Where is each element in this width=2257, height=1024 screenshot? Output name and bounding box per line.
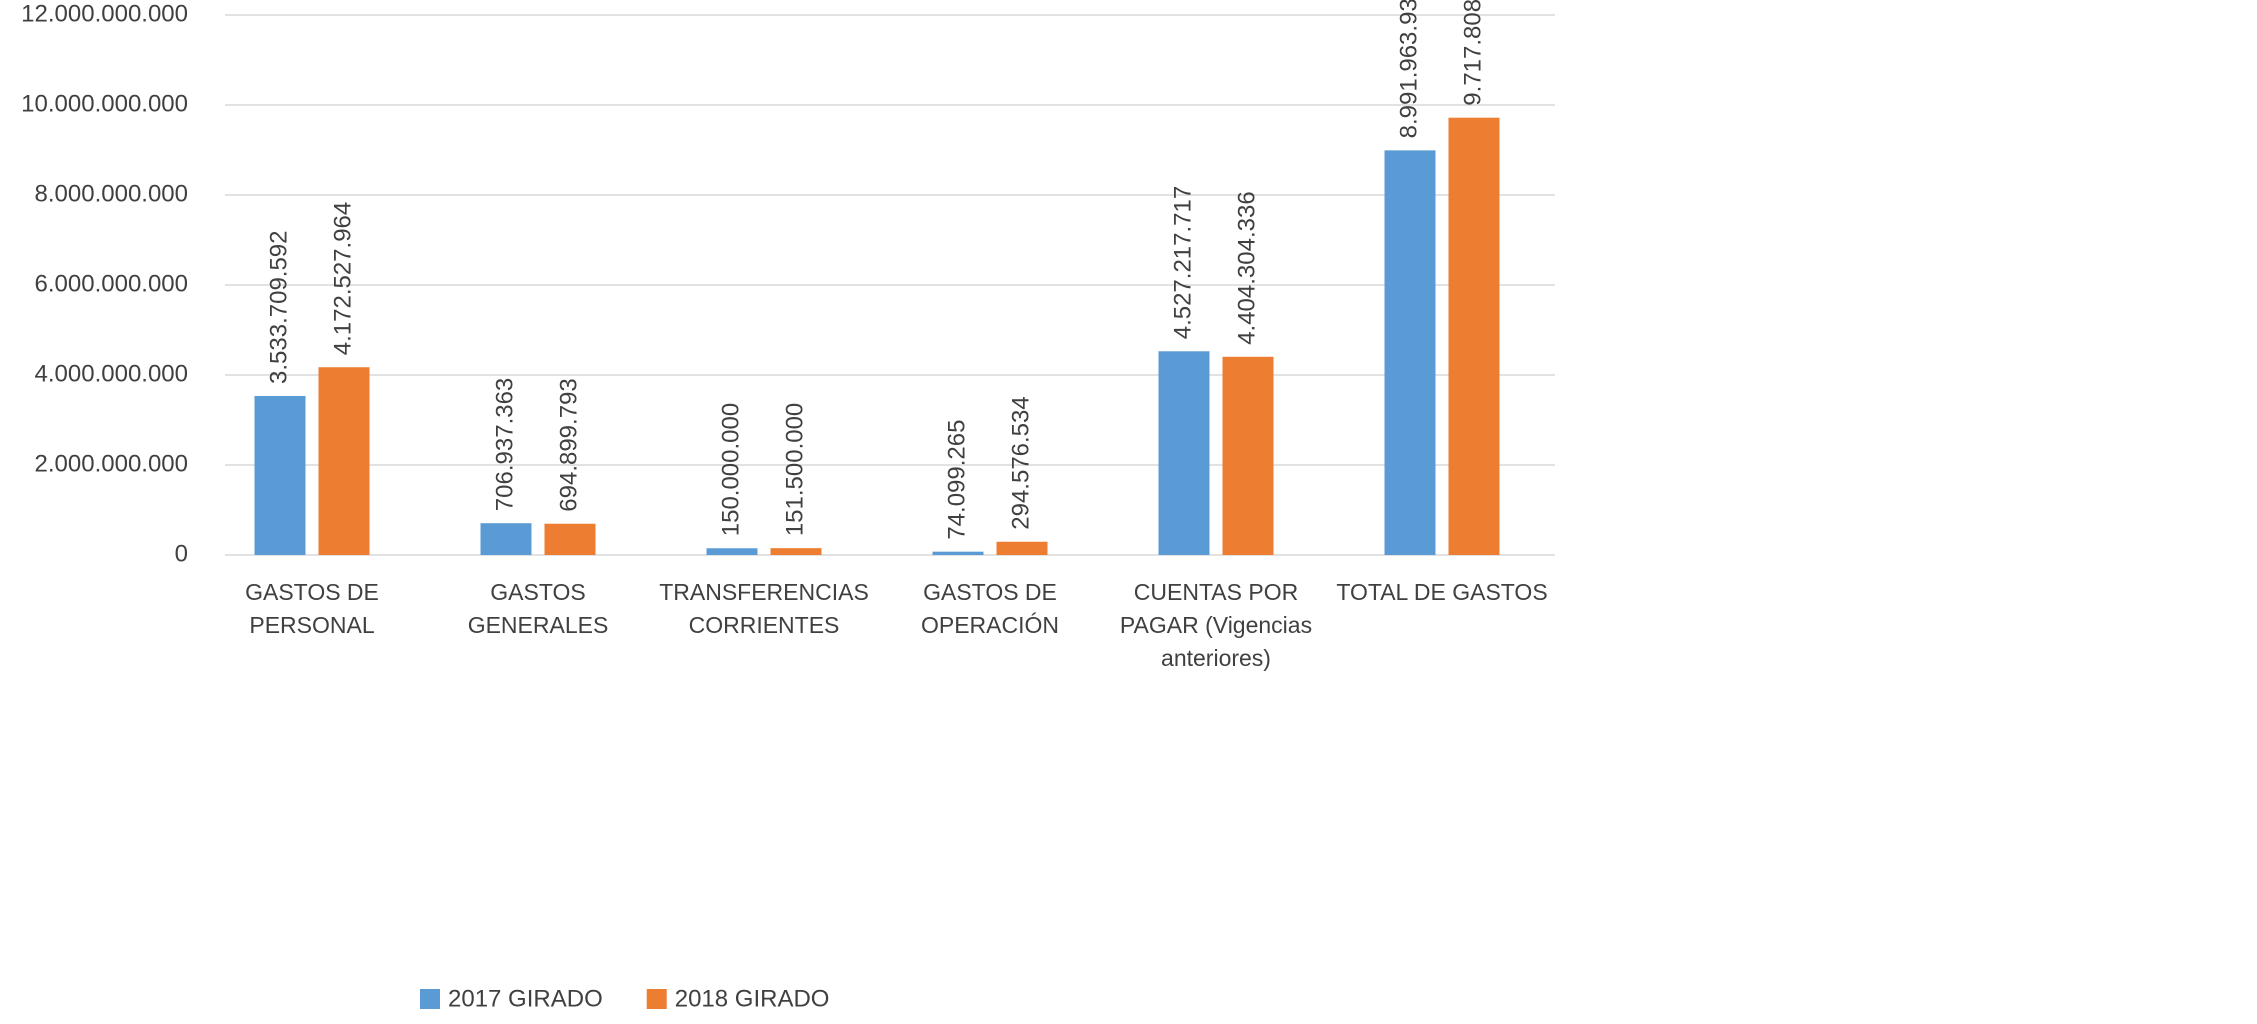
legend-swatch (420, 989, 440, 1009)
y-tick-label: 10.000.000.000 (21, 90, 188, 117)
bar (771, 548, 822, 555)
bar (1223, 357, 1274, 555)
chart: 0 2.000.000.000 4.000.000.000 6.000.000.000… (0, 0, 2257, 1024)
value-label: 706.937.363 (491, 378, 518, 511)
bar (997, 542, 1048, 555)
value-label: 151.500.000 (781, 403, 808, 536)
x-tick-label: GASTOS GENERALES (431, 576, 645, 642)
legend-label: 2017 GIRADO (448, 985, 603, 1012)
x-tick-label: TOTAL DE GASTOS (1335, 576, 1549, 609)
y-tick-label: 0 (175, 540, 188, 567)
x-tick-label: GASTOS DE PERSONAL (205, 576, 419, 642)
y-tick-label: 12.000.000.000 (21, 0, 188, 27)
y-tick-label: 2.000.000.000 (35, 450, 188, 477)
chart-area: 0 2.000.000.000 4.000.000.000 6.000.000.000… (0, 0, 2257, 1024)
legend-swatch (647, 989, 667, 1009)
value-label: 150.000.000 (717, 403, 744, 536)
value-label: 8.991.963.930 (1395, 0, 1422, 138)
x-tick-label: GASTOS DE OPERACIÓN (883, 576, 1097, 642)
bar (319, 367, 370, 555)
value-label: 3.533.709.592 (265, 230, 292, 383)
bar (545, 524, 596, 555)
bar (1449, 118, 1500, 555)
y-tick-label: 6.000.000.000 (35, 270, 188, 297)
value-label: 74.099.265 (943, 420, 970, 540)
bar (255, 396, 306, 555)
bar (933, 552, 984, 555)
bar (481, 523, 532, 555)
x-tick-label: TRANSFERENCIAS CORRIENTES (657, 576, 871, 642)
value-label: 4.527.217.717 (1169, 186, 1196, 339)
value-label: 4.172.527.964 (329, 202, 356, 355)
bar (1385, 150, 1436, 555)
legend-label: 2018 GIRADO (675, 985, 830, 1012)
value-label: 294.576.534 (1007, 396, 1034, 529)
bar (1159, 351, 1210, 555)
y-tick-label: 4.000.000.000 (35, 360, 188, 387)
x-tick-label: CUENTAS POR PAGAR (Vigencias anteriores) (1109, 576, 1323, 675)
value-label: 4.404.304.336 (1233, 191, 1260, 344)
y-tick-label: 8.000.000.000 (35, 180, 188, 207)
value-label: 694.899.793 (555, 378, 582, 511)
bar (707, 548, 758, 555)
value-label: 9.717.808.000 (1459, 0, 1486, 106)
